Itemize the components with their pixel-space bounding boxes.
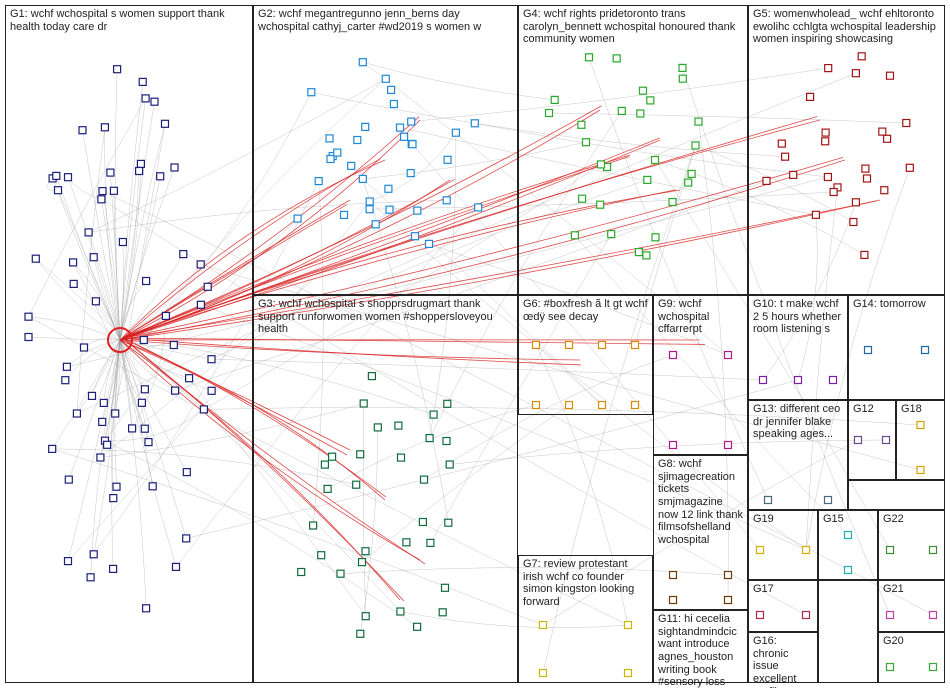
group-label-g18: G18: [901, 403, 940, 416]
group-panel-g17: G17: [748, 580, 818, 632]
group-panel-g14: G14: tomorrow: [848, 295, 945, 400]
group-panel-g3: G3: wchf wchospital s shopprsdrugmart th…: [253, 295, 518, 683]
group-label-g15: G15: [823, 513, 873, 526]
group-label-g3: G3: wchf wchospital s shopprsdrugmart th…: [258, 298, 513, 336]
group-panel-g20: G20: [878, 632, 945, 683]
group-panel-g4: G4: wchf rights pridetoronto trans carol…: [518, 5, 748, 295]
group-panel-g7: G7: review protestant irish wchf co foun…: [518, 555, 653, 683]
group-label-g4: G4: wchf rights pridetoronto trans carol…: [523, 8, 743, 46]
group-panel-g18: G18: [896, 400, 945, 480]
blank-cell-1: [848, 480, 945, 510]
group-label-g8: G8: wchf sjimagecreation tickets smjmaga…: [658, 458, 743, 546]
blank-cell-0: [818, 580, 878, 683]
group-label-g7: G7: review protestant irish wchf co foun…: [523, 558, 648, 609]
group-panel-g5: G5: womenwholead_ wchf ehltoronto ewolih…: [748, 5, 945, 295]
group-label-g10: G10: t make wchf 2 5 hours whether room …: [753, 298, 843, 336]
group-label-g11: G11: hi cecelia sightandmindcic want int…: [658, 613, 743, 688]
group-label-g14: G14: tomorrow: [853, 298, 940, 311]
group-panel-g15: G15: [818, 510, 878, 580]
group-panel-g21: G21: [878, 580, 945, 632]
group-panel-g11: G11: hi cecelia sightandmindcic want int…: [653, 610, 748, 683]
group-panel-g9: G9: wchf wchospital cffarrerpt: [653, 295, 748, 455]
group-label-g12: G12: [853, 403, 891, 416]
group-label-g20: G20: [883, 635, 940, 648]
group-panel-g2: G2: wchf megantregunno jenn_berns day wc…: [253, 5, 518, 295]
group-label-g9: G9: wchf wchospital cffarrerpt: [658, 298, 743, 336]
group-label-g13: G13: different ceo dr jennifer blake spe…: [753, 403, 843, 441]
group-panel-g8: G8: wchf sjimagecreation tickets smjmaga…: [653, 455, 748, 610]
group-panel-g13: G13: different ceo dr jennifer blake spe…: [748, 400, 848, 510]
group-label-g5: G5: womenwholead_ wchf ehltoronto ewolih…: [753, 8, 940, 46]
group-label-g1: G1: wchf wchospital s women support than…: [10, 8, 248, 33]
group-panel-g1: G1: wchf wchospital s women support than…: [5, 5, 253, 683]
group-panel-g19: G19: [748, 510, 818, 580]
group-label-g21: G21: [883, 583, 940, 596]
group-label-g22: G22: [883, 513, 940, 526]
group-panel-g6: G6: #boxfresh ã lt gt wchf œdÿ see decay: [518, 295, 653, 415]
group-label-g2: G2: wchf megantregunno jenn_berns day wc…: [258, 8, 513, 33]
group-panel-g22: G22: [878, 510, 945, 580]
group-panel-g12: G12: [848, 400, 896, 480]
group-label-g19: G19: [753, 513, 813, 526]
group-panel-g16: G16: chronic issue excellent profile...: [748, 632, 818, 683]
group-label-g17: G17: [753, 583, 813, 596]
group-label-g6: G6: #boxfresh ã lt gt wchf œdÿ see decay: [523, 298, 648, 323]
group-panel-g10: G10: t make wchf 2 5 hours whether room …: [748, 295, 848, 400]
group-label-g16: G16: chronic issue excellent profile...: [753, 635, 813, 688]
